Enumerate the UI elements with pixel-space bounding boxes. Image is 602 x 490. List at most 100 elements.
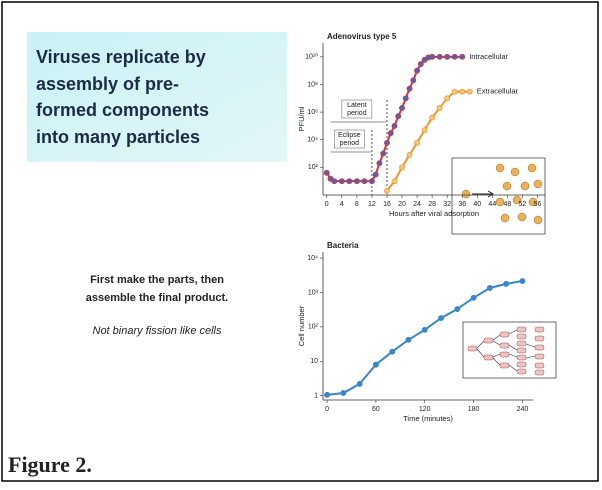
- x-tick-label: 120: [419, 406, 431, 413]
- y-tick-label: 10²: [308, 324, 319, 331]
- y-tick-label: 10⁶: [307, 109, 318, 116]
- point: [414, 67, 421, 74]
- x-tick-label: 8: [355, 201, 359, 208]
- inset-bacteria: [462, 321, 557, 379]
- point: [454, 306, 461, 312]
- point: [470, 294, 477, 301]
- point: [444, 95, 451, 102]
- annotation-box: [334, 129, 365, 149]
- point: [331, 178, 338, 185]
- x-tick-label: 240: [517, 406, 529, 413]
- y-tick-label: 10³: [308, 289, 319, 296]
- point: [391, 178, 398, 185]
- annotation: period: [347, 110, 367, 117]
- annotation-box: [341, 99, 373, 119]
- point: [414, 139, 421, 146]
- title-line: into many particles: [36, 127, 200, 147]
- y-tick-label: 10¹⁰: [305, 53, 318, 61]
- point: [323, 169, 330, 176]
- x-tick-label: 32: [443, 201, 451, 208]
- point: [356, 380, 363, 387]
- point: [451, 88, 458, 95]
- point: [353, 178, 360, 185]
- x-axis-label: Hours after viral adsorption: [389, 209, 479, 218]
- annotation: Latent: [347, 102, 367, 109]
- point: [421, 326, 428, 333]
- point: [391, 122, 398, 129]
- x-tick-label: 16: [383, 201, 391, 208]
- x-tick-label: 0: [325, 406, 329, 413]
- y-tick-label: 10²: [308, 164, 319, 171]
- annotation: Eclipse: [338, 132, 361, 139]
- point: [372, 171, 379, 178]
- point: [361, 178, 368, 185]
- series-label: Intracellular: [469, 52, 508, 61]
- point: [436, 53, 443, 60]
- point: [410, 77, 417, 84]
- point: [399, 164, 405, 171]
- x-tick-label: 180: [468, 406, 480, 413]
- point: [421, 127, 428, 134]
- x-tick-label: 0: [325, 201, 329, 208]
- y-axis-label: Cell number: [297, 305, 306, 346]
- point: [376, 160, 383, 167]
- inset-virus: [451, 157, 546, 235]
- x-tick-label: 36: [458, 201, 466, 208]
- point: [406, 85, 413, 92]
- x-tick-label: 60: [372, 406, 380, 413]
- point: [340, 390, 347, 396]
- point: [405, 336, 412, 343]
- point: [395, 113, 402, 120]
- y-tick-label: 10⁴: [307, 137, 318, 144]
- point: [503, 280, 510, 287]
- point: [372, 361, 379, 368]
- annotation: period: [340, 140, 360, 147]
- y-tick-label: 1: [314, 393, 318, 400]
- slide-title: Viruses replicate by assembly of pre- fo…: [36, 47, 209, 147]
- point: [459, 88, 466, 95]
- point: [368, 178, 375, 185]
- x-tick-label: 40: [473, 201, 481, 208]
- caption: Figure 2.: [8, 452, 92, 477]
- point: [429, 114, 436, 121]
- point: [466, 88, 473, 95]
- point: [384, 187, 390, 194]
- point: [451, 53, 458, 60]
- point: [436, 104, 443, 111]
- x-tick-label: 12: [368, 201, 376, 208]
- point: [519, 278, 526, 284]
- point: [459, 53, 466, 60]
- point: [438, 315, 444, 322]
- point: [324, 391, 331, 398]
- x-tick-label: 4: [340, 201, 344, 208]
- x-tick-label: 24: [413, 201, 421, 208]
- point: [399, 104, 405, 111]
- x-tick-label: 56: [534, 201, 542, 208]
- x-tick-label: 28: [428, 201, 436, 208]
- note: Not binary fission like cells: [93, 325, 222, 337]
- point: [402, 95, 409, 102]
- x-tick-label: 44: [488, 201, 496, 208]
- series-label: Extracellular: [477, 87, 519, 96]
- title-line: formed components: [36, 100, 209, 120]
- point: [444, 53, 451, 60]
- title-line: assembly of pre-: [36, 74, 179, 94]
- y-tick-label: 10⁴: [307, 255, 318, 262]
- point: [380, 150, 387, 157]
- chart-title: Bacteria: [327, 241, 359, 250]
- point: [338, 178, 345, 185]
- text-line: First make the parts, then: [90, 274, 224, 286]
- point: [389, 348, 396, 355]
- chart-title: Adenovirus type 5: [327, 32, 397, 41]
- title-line: Viruses replicate by: [36, 47, 206, 67]
- x-tick-label: 52: [519, 201, 527, 208]
- y-tick-label: 10⁸: [307, 81, 318, 88]
- y-tick-label: 10: [310, 358, 318, 365]
- x-tick-label: 48: [503, 201, 511, 208]
- point: [429, 53, 436, 60]
- point: [384, 139, 390, 146]
- x-tick-label: 20: [398, 201, 406, 208]
- point: [387, 130, 394, 137]
- point: [486, 285, 493, 291]
